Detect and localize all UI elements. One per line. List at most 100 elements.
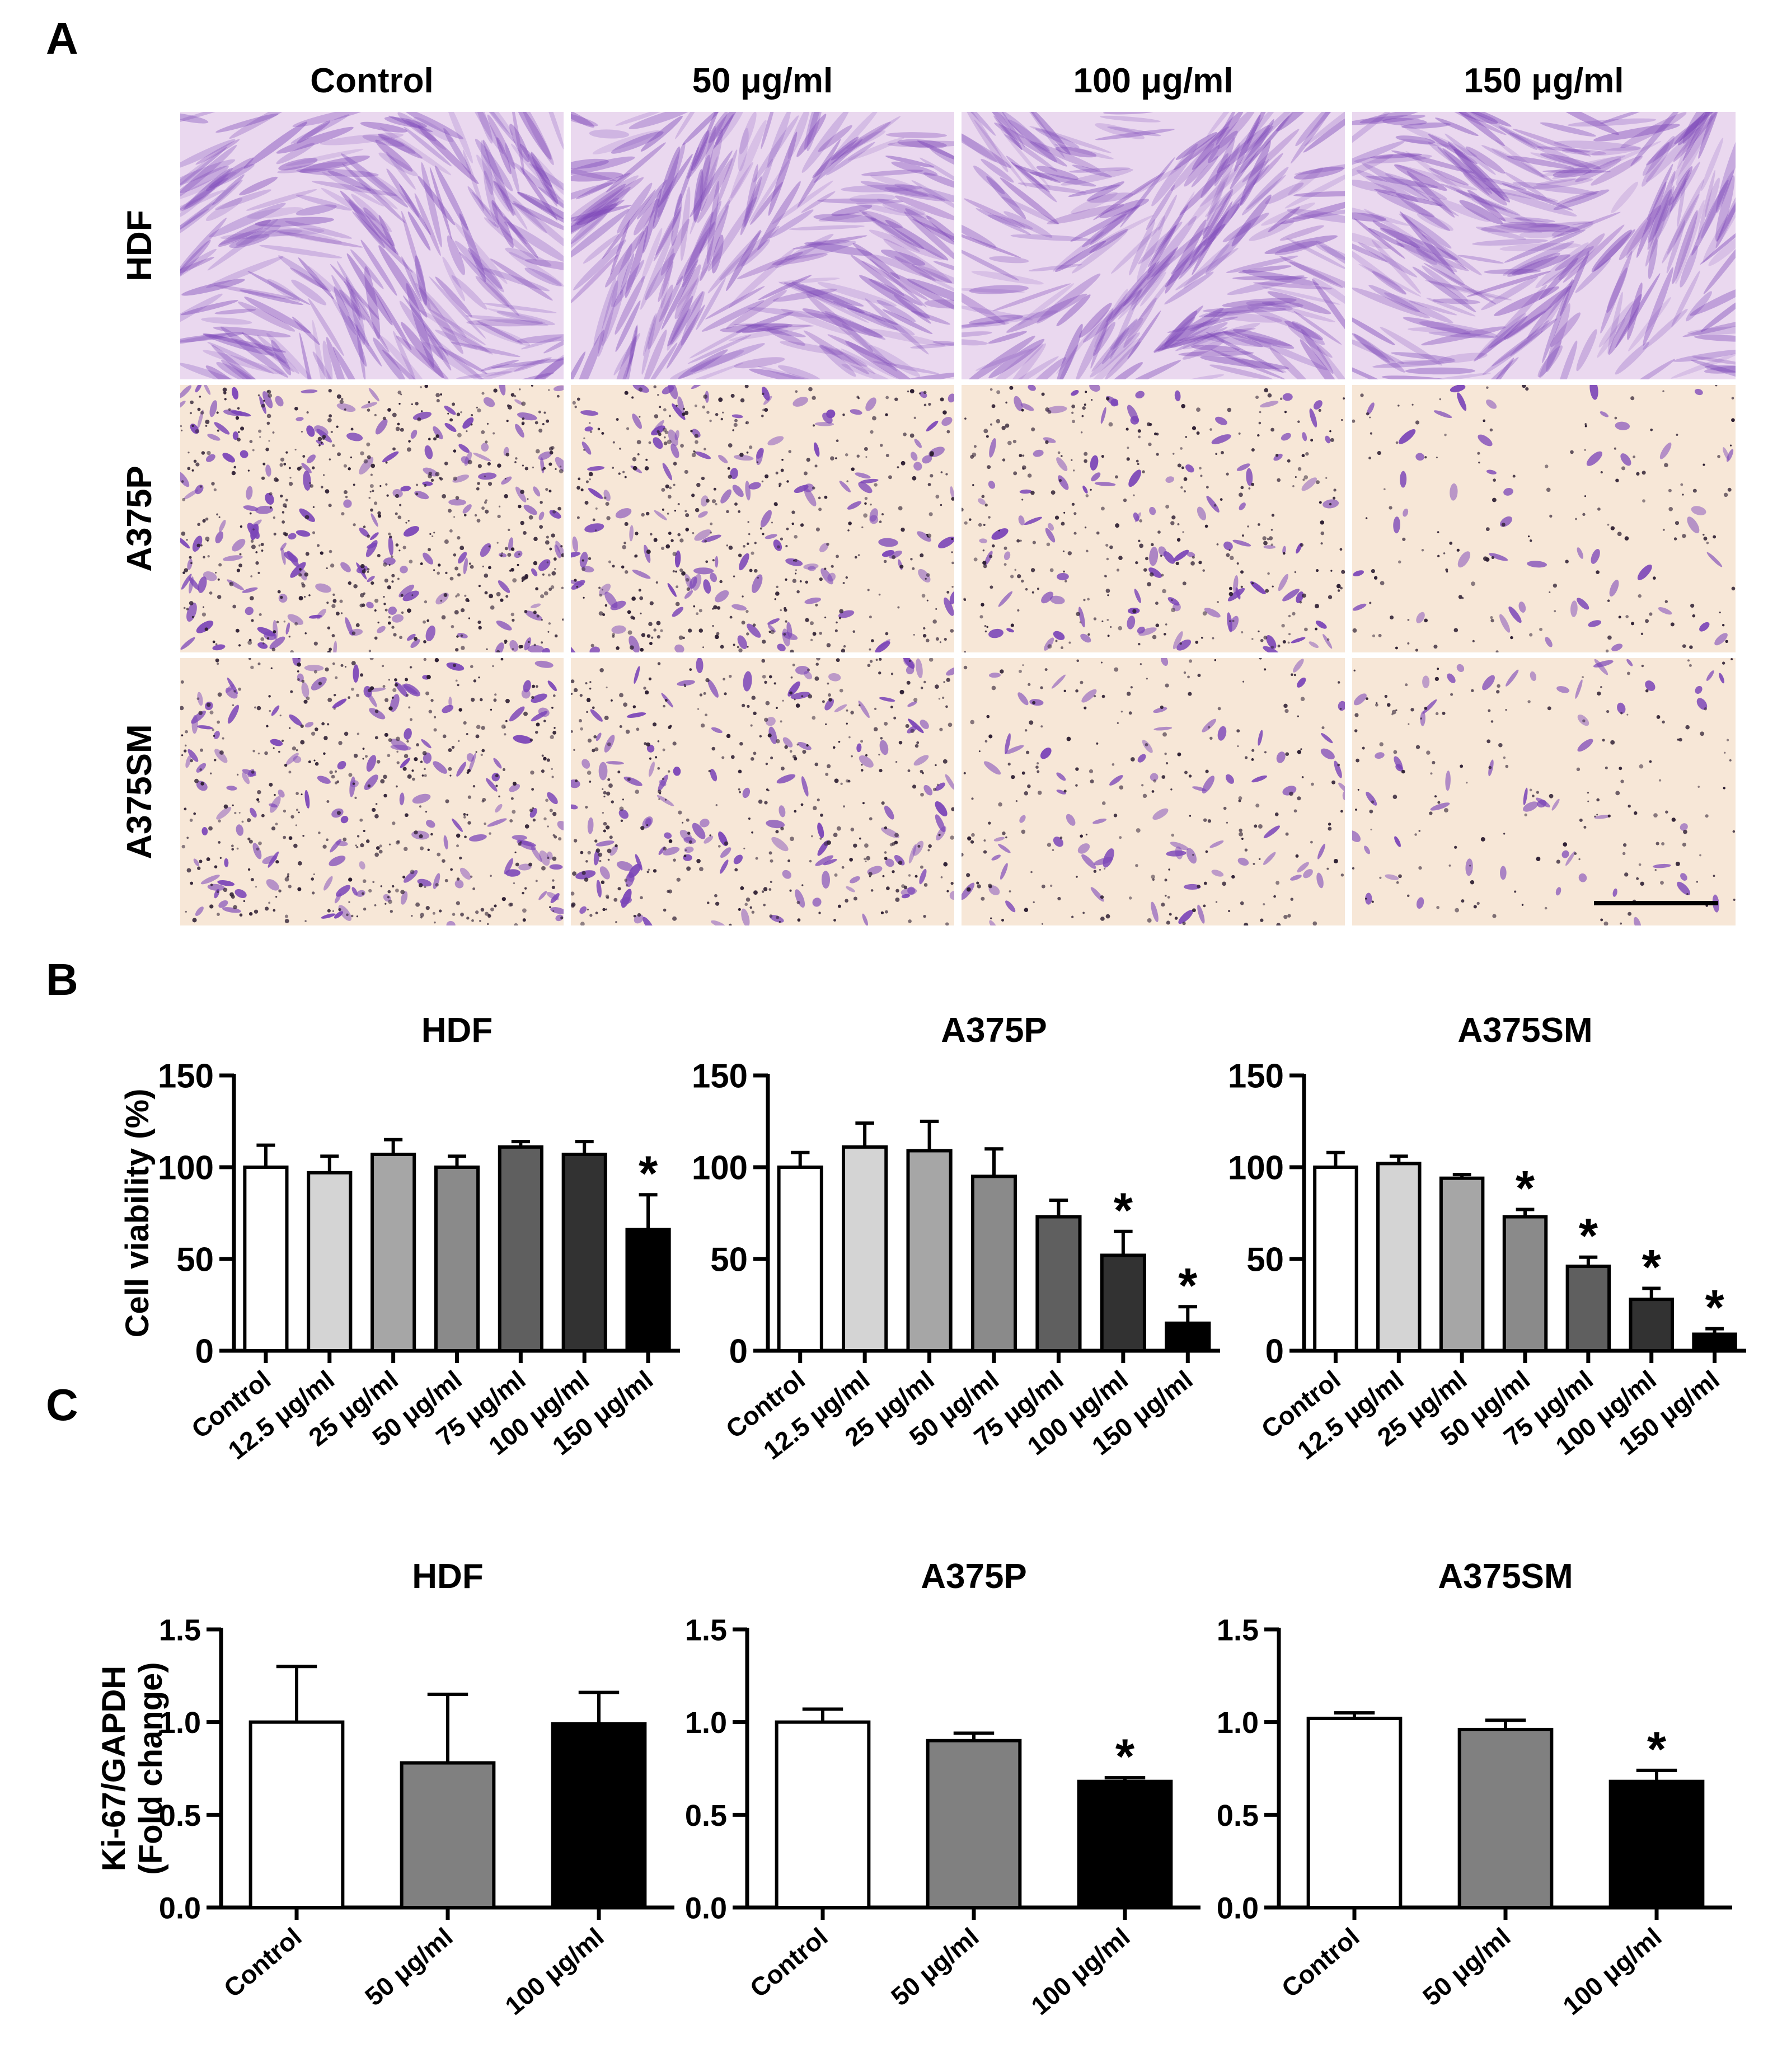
row-label: A375P <box>120 466 159 572</box>
bar <box>248 1720 345 1910</box>
chart-title: A375SM <box>1438 1557 1573 1596</box>
chart-C-A375SM: A375SM 0.0 0.5 1.0 1.5 Control 50 μg/ml * 100 μg… <box>1217 1557 1732 2021</box>
bar <box>1608 1779 1705 1910</box>
chart-title: HDF <box>412 1557 483 1596</box>
y-tick-label: 150 <box>692 1058 748 1095</box>
micrograph-image <box>962 385 1345 652</box>
micrograph-image <box>1352 658 1736 925</box>
micrograph-image <box>962 658 1345 925</box>
significance-mark: * <box>1516 1160 1535 1215</box>
y-axis-label: Ki-67/GAPDH(Fold change) <box>96 1662 169 1874</box>
bar <box>1376 1162 1422 1352</box>
row-label: HDF <box>120 210 159 281</box>
micrograph-image <box>180 385 564 652</box>
bar <box>1457 1727 1554 1909</box>
y-axis-label: Cell viability (%) <box>119 1089 156 1338</box>
y-tick-label: 1.5 <box>159 1613 201 1647</box>
category-label: 100 μg/ml <box>1025 1922 1135 2021</box>
y-tick-label: 0.5 <box>1217 1799 1259 1833</box>
micrograph-image <box>180 112 564 379</box>
bar <box>1035 1215 1082 1353</box>
category-label: Control <box>1276 1922 1365 2003</box>
micrograph-image <box>571 658 954 925</box>
y-tick-label: 0.0 <box>1217 1891 1259 1925</box>
category-label: 100 μg/ml <box>499 1922 609 2021</box>
category-label: Control <box>218 1922 307 2003</box>
category-label: Control <box>744 1922 833 2003</box>
bar <box>561 1153 607 1353</box>
bar <box>400 1761 496 1910</box>
significance-mark: * <box>1579 1208 1598 1263</box>
category-label: 50 μg/ml <box>1417 1922 1516 2012</box>
y-tick-label: 100 <box>158 1149 214 1187</box>
chart-title: HDF <box>421 1011 493 1050</box>
category-label: 50 μg/ml <box>359 1922 458 2012</box>
significance-mark: * <box>1114 1182 1133 1238</box>
significance-mark: * <box>1642 1239 1662 1294</box>
bar <box>625 1228 671 1353</box>
bar <box>551 1722 647 1909</box>
panel-label-c: C <box>46 1380 78 1430</box>
y-tick-label: 50 <box>176 1241 214 1279</box>
bar <box>970 1174 1017 1352</box>
column-label: 100 μg/ml <box>1073 62 1233 100</box>
bar <box>434 1166 480 1352</box>
y-tick-label: 0.5 <box>685 1799 727 1833</box>
bar <box>498 1145 543 1352</box>
scale-bar <box>1594 901 1718 905</box>
y-tick-label: 150 <box>158 1058 214 1095</box>
bar <box>926 1739 1022 1910</box>
bar <box>775 1720 871 1910</box>
micrograph-image <box>571 385 954 652</box>
bar <box>1077 1779 1173 1910</box>
bar <box>1439 1176 1485 1352</box>
y-tick-label: 150 <box>1228 1058 1284 1095</box>
bar <box>307 1171 353 1353</box>
significance-mark: * <box>1705 1280 1724 1335</box>
micrograph-image <box>1352 112 1736 379</box>
significance-mark: * <box>1178 1257 1198 1313</box>
y-tick-label: 100 <box>692 1149 748 1187</box>
chart-C-A375P: A375P 0.0 0.5 1.0 1.5 Control 50 μg/ml * 100 μg/… <box>685 1557 1200 2021</box>
y-tick-label: 0 <box>195 1333 214 1370</box>
micrograph-image <box>1352 385 1736 652</box>
column-label: 150 μg/ml <box>1464 62 1624 100</box>
bar <box>906 1149 953 1352</box>
category-label: 100 μg/ml <box>1557 1922 1667 2021</box>
y-tick-label: 50 <box>710 1241 748 1279</box>
panel-label-a: A <box>46 13 78 63</box>
y-tick-label: 50 <box>1246 1241 1284 1279</box>
chart-title: A375P <box>941 1011 1047 1050</box>
micrograph-image <box>180 658 564 925</box>
bar <box>842 1145 888 1352</box>
bar <box>777 1166 823 1352</box>
y-tick-label: 1.5 <box>685 1613 727 1647</box>
bar <box>1629 1298 1674 1352</box>
category-label: 50 μg/ml <box>885 1922 984 2012</box>
bar <box>243 1166 289 1352</box>
chart-title: A375SM <box>1457 1011 1592 1050</box>
significance-mark: * <box>1115 1728 1135 1784</box>
chart-C-HDF: HDF 0.0 0.5 1.0 1.5 Ki-67/GAPDH(Fold change) C… <box>96 1557 674 2021</box>
micrograph-panel: Control 50 μg/ml 100 μg/ml 150 μg/ml HDF A375… <box>120 62 1736 925</box>
bar <box>1100 1253 1146 1352</box>
y-tick-label: 1.0 <box>1217 1706 1259 1740</box>
bar <box>1313 1166 1358 1352</box>
bar <box>1306 1717 1403 1910</box>
y-tick-label: 1.0 <box>685 1706 727 1740</box>
bar <box>1692 1332 1737 1352</box>
significance-mark: * <box>639 1145 658 1201</box>
bar <box>371 1153 416 1353</box>
bar <box>1502 1215 1548 1353</box>
y-tick-label: 0.5 <box>159 1799 201 1833</box>
y-tick-label: 100 <box>1228 1149 1284 1187</box>
y-tick-label: 0.0 <box>159 1891 201 1925</box>
y-tick-label: 1.0 <box>159 1706 201 1740</box>
panel-label-b: B <box>46 955 78 1004</box>
column-label: Control <box>310 62 433 100</box>
row-label: A375SM <box>120 724 159 859</box>
